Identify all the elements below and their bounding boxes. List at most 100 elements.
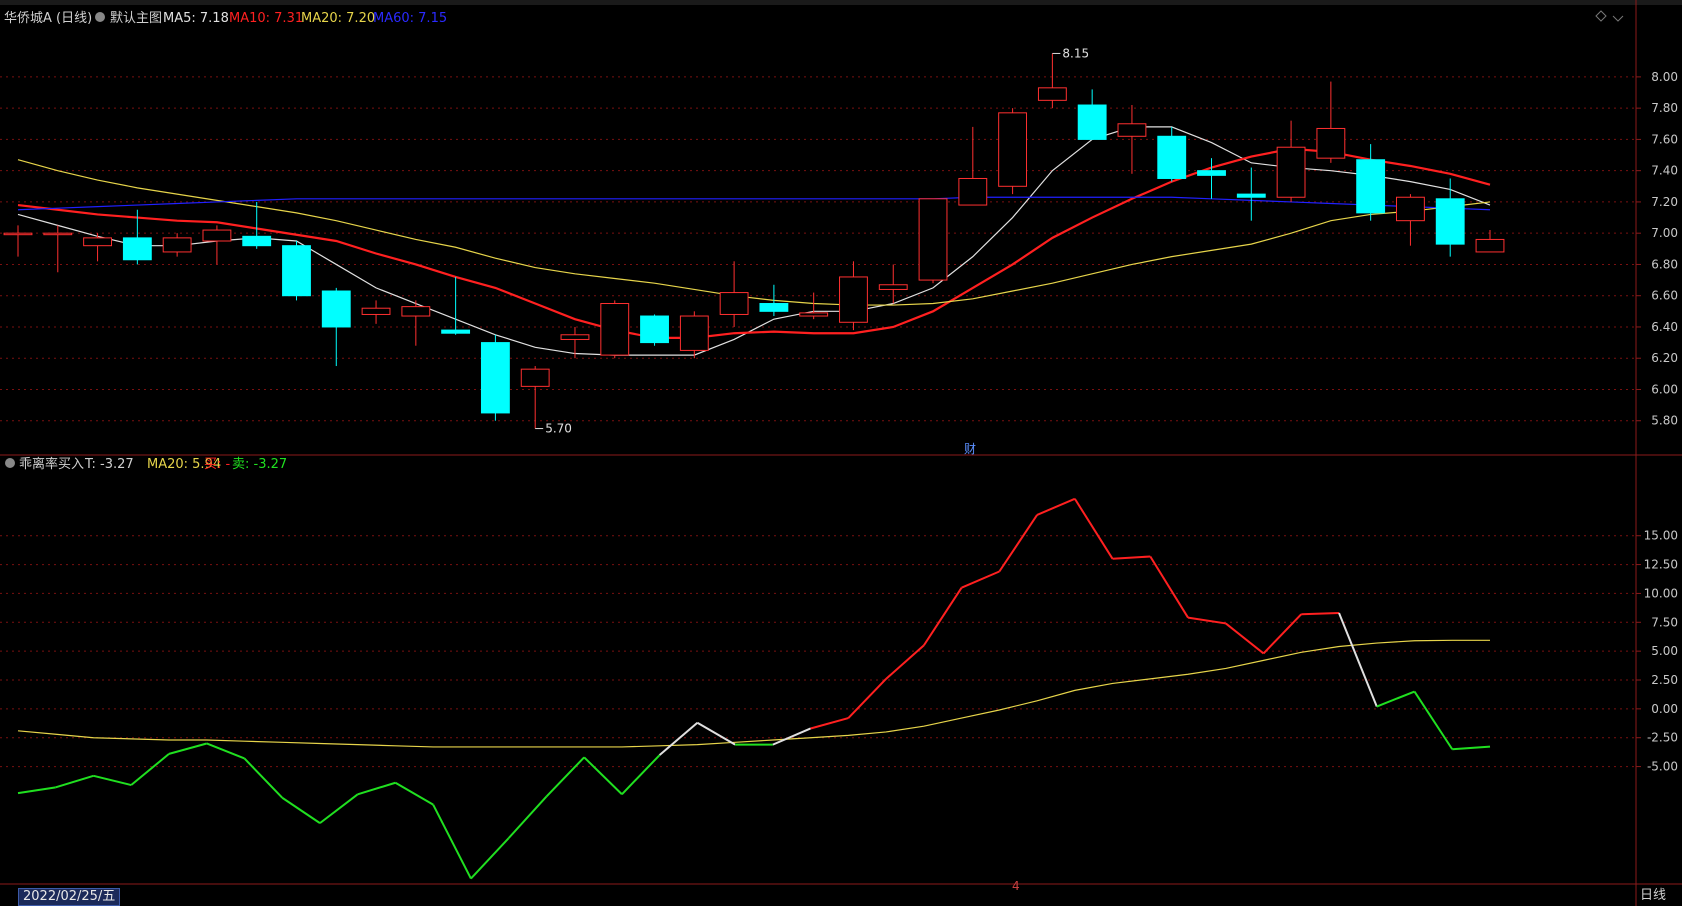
candle[interactable] (1236, 167, 1266, 221)
sub-grid (0, 535, 1636, 768)
t-label: T: -3.27 (84, 457, 134, 472)
price-tick-label: 7.40 (1651, 164, 1678, 178)
candle[interactable] (1037, 53, 1067, 109)
t-line-segment (1187, 616, 1226, 625)
t-line-segment (168, 742, 207, 755)
t-line-segment (847, 678, 887, 719)
candle[interactable] (401, 300, 431, 346)
candle[interactable] (1276, 120, 1306, 202)
period-label[interactable]: 日线 (1640, 888, 1667, 903)
candle[interactable] (282, 241, 311, 301)
chevron-down-icon[interactable] (95, 12, 105, 22)
chevron-down-icon[interactable] (5, 458, 15, 468)
candle-body (719, 292, 749, 315)
price-tick-label: 6.80 (1651, 257, 1678, 271)
candle[interactable] (958, 126, 988, 206)
ma5-line (17, 126, 1491, 356)
t-line-segment (696, 721, 736, 746)
candle-body (1197, 170, 1226, 176)
t-line-segment (1376, 690, 1415, 708)
candle[interactable] (83, 233, 112, 262)
ma10-label: MA10: 7.31 (229, 11, 303, 26)
candle[interactable] (600, 300, 630, 359)
ma10-line (17, 147, 1491, 340)
ma60-label: MA60: 7.15 (373, 11, 447, 26)
t-line-segment (394, 781, 434, 806)
low-price-label: 5.70 (545, 422, 572, 436)
price-tick-label: 6.40 (1651, 320, 1678, 334)
value-tick-label: -2.50 (1647, 731, 1678, 745)
sub-value-axis: -5.00 -2.50 0.00 2.50 5.00 7.50 10.00 12.50 15.0… (1636, 529, 1678, 774)
t-line-segment (281, 796, 321, 824)
main-price-axis: 5.80 6.00 6.20 6.40 6.60 6.80 7.00 7.20 7.40 7.60… (1636, 70, 1678, 428)
candle-body (83, 237, 112, 247)
candle-body (1236, 193, 1266, 198)
t-line-segment (810, 717, 849, 730)
stock-title[interactable]: 华侨城A (日线) (4, 11, 92, 26)
t-line-segment (470, 837, 510, 880)
candle[interactable] (799, 292, 829, 320)
candle-body (242, 235, 272, 247)
candle[interactable] (321, 287, 351, 367)
candle-body (401, 306, 431, 317)
candle-body (998, 112, 1028, 187)
t-line-segment (206, 742, 245, 760)
candle[interactable] (998, 108, 1028, 195)
candle[interactable] (1117, 105, 1147, 174)
t-line-segment (55, 774, 94, 789)
sub-indicator-name[interactable]: 乖离率买入 (19, 456, 84, 472)
candle[interactable] (1475, 230, 1505, 253)
candle[interactable] (1316, 81, 1346, 163)
candle-body (679, 315, 709, 351)
candle-body (1475, 238, 1505, 253)
candle[interactable] (202, 225, 232, 265)
candle[interactable] (679, 311, 709, 359)
candle[interactable] (839, 261, 868, 331)
candle[interactable] (122, 209, 152, 265)
candle[interactable] (441, 276, 471, 335)
candle[interactable] (1356, 144, 1386, 221)
candle[interactable] (759, 284, 789, 317)
price-tick-label: 6.20 (1651, 351, 1678, 365)
candle-body (162, 237, 192, 253)
value-tick-label: 7.50 (1651, 615, 1678, 629)
candle[interactable] (878, 264, 908, 304)
candle[interactable] (640, 314, 669, 346)
candle[interactable] (719, 261, 749, 327)
candle[interactable] (361, 300, 391, 324)
main-chart-name[interactable]: 默认主图 (110, 10, 162, 26)
candle-body (1077, 104, 1107, 140)
candle[interactable] (1396, 194, 1425, 246)
candle[interactable] (242, 201, 272, 249)
candle-body (560, 334, 590, 340)
t-line-segment (583, 756, 623, 795)
candle[interactable] (560, 326, 590, 359)
candle[interactable] (1197, 158, 1226, 199)
chevron-down-icon[interactable] (1612, 15, 1624, 22)
candle[interactable] (520, 366, 550, 429)
candles[interactable] (3, 53, 1505, 429)
candle-body (321, 290, 351, 328)
candle[interactable] (480, 334, 510, 421)
candle[interactable] (1157, 126, 1187, 182)
candle-body (1117, 123, 1147, 137)
candle[interactable] (162, 233, 192, 257)
candle[interactable] (1435, 178, 1465, 257)
t-line-segment (1452, 745, 1491, 751)
candle[interactable] (43, 225, 73, 273)
candle-body (759, 303, 789, 312)
candle-body (1356, 159, 1386, 214)
diamond-icon[interactable] (1595, 10, 1607, 22)
main-ma-lines (17, 126, 1491, 356)
candle[interactable] (1077, 89, 1107, 140)
price-tick-label: 7.60 (1651, 132, 1678, 146)
sub-ma20-line (17, 639, 1490, 748)
t-line-segment (1262, 613, 1303, 655)
candle[interactable] (3, 225, 33, 257)
sell-label: 卖: -3.27 (232, 457, 287, 472)
finance-report-mark[interactable]: 财 (964, 442, 977, 456)
t-line-segment (1413, 690, 1454, 750)
candle[interactable] (918, 198, 948, 284)
t-line-segment (1225, 622, 1265, 655)
